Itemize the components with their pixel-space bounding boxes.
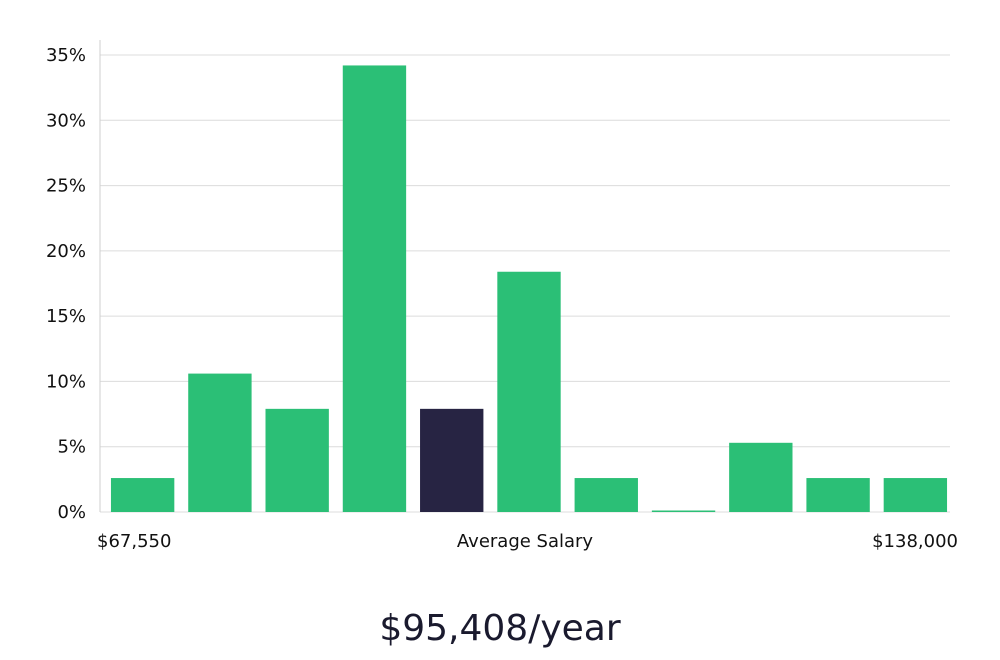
histogram-bars — [110, 65, 948, 513]
y-tick-label: 15% — [46, 306, 86, 327]
histogram-bar — [110, 478, 175, 512]
histogram-bar — [342, 65, 407, 513]
x-max-salary-label: $138,000 — [872, 531, 958, 552]
y-tick-label: 20% — [46, 241, 86, 262]
y-tick-label: 5% — [57, 437, 86, 458]
salary-histogram-chart: 0% 5% 10% 15% 20% 25% 30% 35% $67,550 Average S… — [46, 40, 958, 552]
histogram-bar-average — [420, 408, 484, 512]
y-tick-label: 30% — [46, 110, 86, 131]
average-salary-value: $95,408/year — [379, 608, 621, 649]
histogram-bar — [265, 408, 329, 512]
histogram-bar — [729, 442, 793, 512]
y-tick-label: 35% — [46, 45, 86, 66]
x-axis-title: Average Salary — [457, 531, 594, 552]
y-tick-label: 10% — [46, 371, 86, 392]
histogram-bar — [497, 271, 561, 512]
x-min-salary-label: $67,550 — [97, 531, 171, 552]
histogram-bar — [574, 478, 638, 512]
y-tick-label: 0% — [57, 502, 86, 523]
histogram-bar — [806, 478, 870, 512]
y-axis-ticks: 0% 5% 10% 15% 20% 25% 30% 35% — [46, 45, 86, 523]
histogram-bar — [188, 373, 252, 512]
y-tick-label: 25% — [46, 176, 86, 197]
histogram-bar — [883, 478, 948, 512]
histogram-bar — [651, 510, 716, 512]
